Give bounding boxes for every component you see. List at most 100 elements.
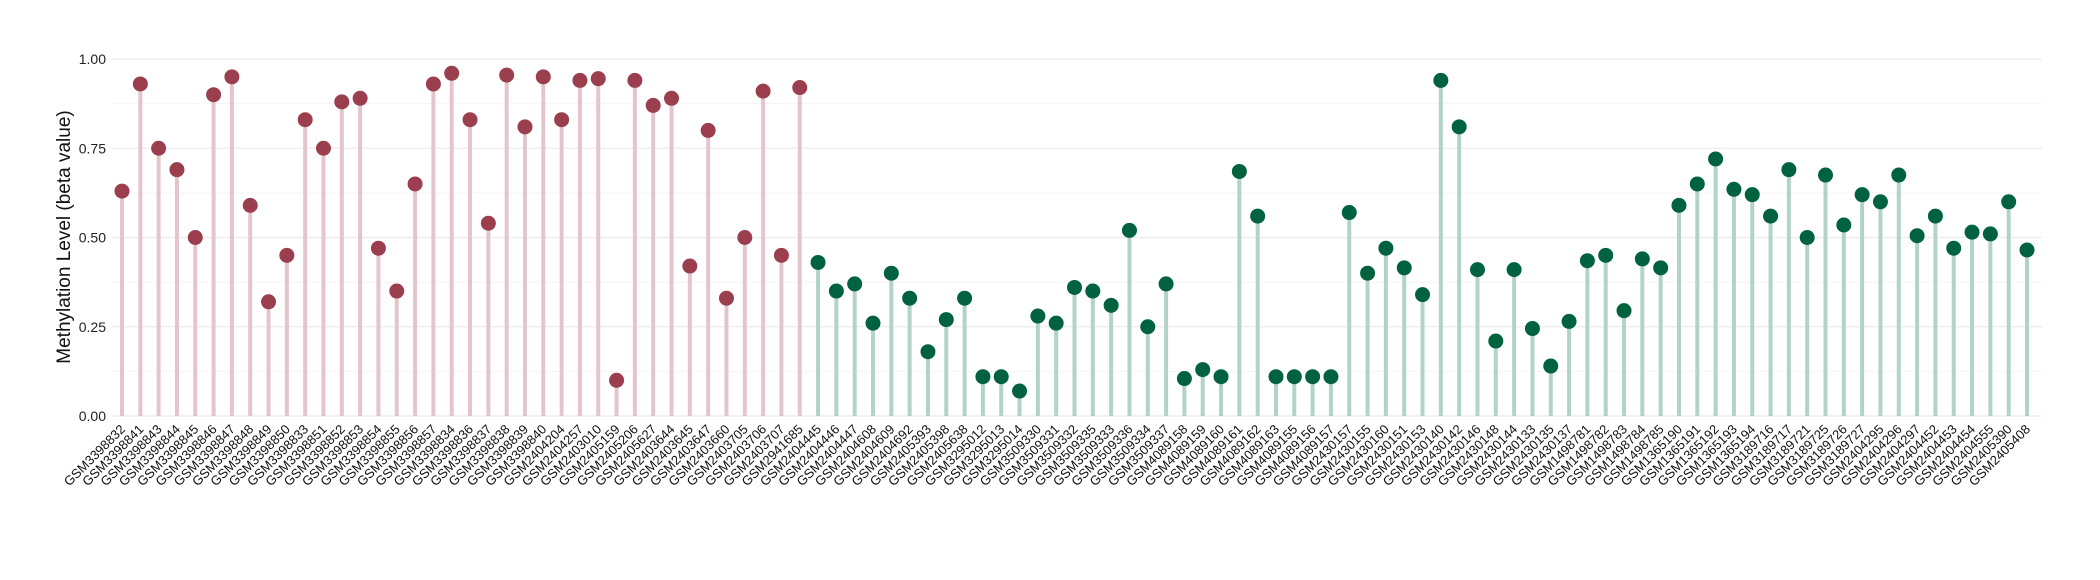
lollipop-point xyxy=(334,94,350,110)
lollipop-point xyxy=(1909,228,1925,244)
lollipop-point xyxy=(370,240,386,256)
lollipop-point xyxy=(1616,303,1632,319)
lollipop-point xyxy=(114,183,130,199)
lollipop-point xyxy=(1286,369,1302,385)
y-tick-label: 0.25 xyxy=(79,319,106,335)
lollipop-point xyxy=(737,230,753,245)
lollipop-point xyxy=(1415,287,1431,303)
lollipop-point xyxy=(407,176,423,192)
lollipop-point xyxy=(1964,224,1980,240)
lollipop-point xyxy=(352,90,368,106)
lollipop-point xyxy=(1689,176,1705,192)
lollipop-point xyxy=(132,76,148,92)
lollipop-point xyxy=(682,258,698,274)
lollipop-point xyxy=(480,215,496,231)
lollipop-point xyxy=(1140,319,1156,335)
lollipop-point xyxy=(645,97,661,113)
lollipop-point xyxy=(664,90,680,106)
lollipop-point xyxy=(1854,187,1870,203)
lollipop-point xyxy=(1927,208,1943,224)
lollipop-point xyxy=(1524,321,1540,337)
lollipop-point xyxy=(1067,279,1082,295)
lollipop-point xyxy=(1360,265,1376,281)
lollipop-point xyxy=(279,247,295,263)
lollipop-point xyxy=(1946,240,1962,256)
lollipop-point xyxy=(755,83,771,99)
y-tick-label: 1.00 xyxy=(79,51,106,67)
lollipop-point xyxy=(1891,167,1907,183)
lollipop-point xyxy=(1158,276,1174,292)
lollipop-point xyxy=(1012,383,1028,399)
lollipop-point xyxy=(865,315,881,331)
lollipop-point xyxy=(2001,194,2017,210)
lollipop-point xyxy=(1268,369,1284,385)
lollipop-point xyxy=(242,197,258,213)
lollipop-point xyxy=(1579,253,1595,269)
lollipop-point xyxy=(883,265,899,281)
lollipop-point xyxy=(938,312,954,328)
lollipop-point xyxy=(1708,151,1724,167)
lollipop-point xyxy=(718,290,734,306)
lollipop-point xyxy=(993,369,1009,385)
y-axis-title: Methylation Level (beta value) xyxy=(54,110,75,363)
lollipop-point xyxy=(535,69,551,85)
lollipop-point xyxy=(572,72,588,88)
lollipop-point xyxy=(1872,194,1888,210)
lollipop-point xyxy=(1982,226,1998,242)
lollipop-point xyxy=(1488,333,1504,349)
lollipop-point xyxy=(206,87,222,103)
lollipop-point xyxy=(1561,313,1577,329)
y-axis-ticks: 0.00 0.25 0.50 0.75 1.00 xyxy=(79,51,106,424)
lollipop-point xyxy=(1396,260,1412,276)
lollipop-point xyxy=(1653,260,1669,276)
lollipop-point xyxy=(1818,167,1834,183)
lollipop-point xyxy=(444,65,460,81)
lollipop-point xyxy=(828,283,844,299)
lollipop-point xyxy=(1598,247,1614,263)
lollipop-point xyxy=(315,140,331,156)
lollipop-point xyxy=(920,344,936,360)
lollipop-point xyxy=(1176,371,1192,387)
lollipop-marks xyxy=(114,65,2035,416)
lollipop-point xyxy=(1048,315,1064,331)
lollipop-point xyxy=(1030,308,1046,324)
y-tick-label: 0.75 xyxy=(79,140,106,156)
lollipop-point xyxy=(1250,208,1266,224)
lollipop-point xyxy=(261,294,277,310)
lollipop-point xyxy=(975,369,991,385)
lollipop-point xyxy=(389,283,405,299)
lollipop-point xyxy=(590,71,606,87)
x-axis-labels: GSM3398832GSM3398841GSM3398843GSM3398844… xyxy=(61,422,2033,489)
lollipop-point xyxy=(2019,242,2035,258)
lollipop-point xyxy=(1506,262,1522,278)
lollipop-point xyxy=(773,247,789,263)
lollipop-point xyxy=(1451,119,1467,135)
lollipop-point xyxy=(700,122,716,138)
lollipop-point xyxy=(957,290,973,306)
lollipop-point xyxy=(792,80,808,96)
lollipop-point xyxy=(810,254,826,270)
lollipop-point xyxy=(1323,369,1339,385)
lollipop-point xyxy=(169,162,185,178)
lollipop-point xyxy=(1469,262,1485,278)
y-tick-label: 0.50 xyxy=(79,230,106,246)
lollipop-point xyxy=(1799,230,1815,245)
lollipop-point xyxy=(902,290,918,306)
lollipop-point xyxy=(1305,369,1321,385)
lollipop-point xyxy=(1103,297,1119,313)
lollipop-point xyxy=(627,72,643,88)
y-tick-label: 0.00 xyxy=(79,408,106,424)
lollipop-point xyxy=(1744,187,1760,203)
lollipop-point xyxy=(1836,217,1852,233)
lollipop-point xyxy=(499,67,515,83)
lollipop-point xyxy=(554,112,570,128)
lollipop-point xyxy=(1433,72,1449,88)
lollipop-point xyxy=(151,140,167,156)
lollipop-point xyxy=(1378,240,1394,256)
lollipop-point xyxy=(1726,181,1742,197)
lollipop-point xyxy=(1085,283,1101,299)
lollipop-point xyxy=(187,230,203,245)
lollipop-point xyxy=(1213,369,1229,385)
lollipop-point xyxy=(847,276,863,292)
lollipop-point xyxy=(224,69,240,85)
